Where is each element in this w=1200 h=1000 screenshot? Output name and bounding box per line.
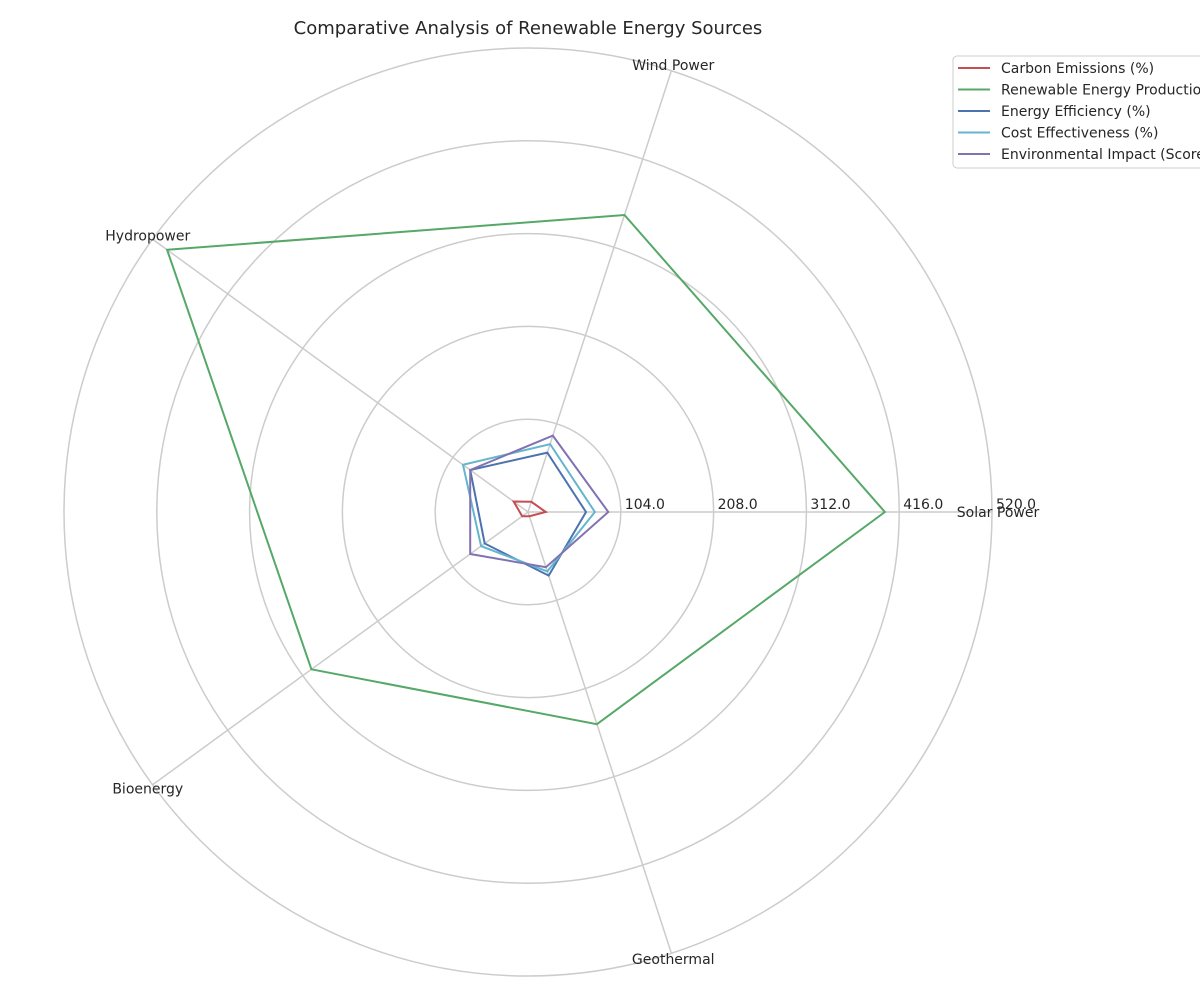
spoke-line bbox=[527, 511, 673, 954]
legend-entry: Renewable Energy Production (GWh) bbox=[1001, 83, 1200, 99]
legend-entry: Environmental Impact (Score) bbox=[1001, 147, 1200, 163]
spoke-line bbox=[152, 238, 529, 513]
radial-tick-labels: 104.0 208.0 312.0 416.0 520.0 bbox=[625, 497, 1036, 513]
chart-title: Comparative Analysis of Renewable Energy… bbox=[294, 18, 763, 39]
legend-entry: Carbon Emissions (%) bbox=[1001, 61, 1154, 77]
category-label: Solar Power bbox=[957, 505, 1040, 521]
category-label: Geothermal bbox=[632, 952, 715, 968]
legend: Carbon Emissions (%) Renewable Energy Pro… bbox=[952, 55, 1200, 169]
spoke-line bbox=[527, 70, 673, 513]
series-line bbox=[469, 451, 588, 577]
category-label: Wind Power bbox=[632, 58, 714, 74]
radial-tick-label: 312.0 bbox=[810, 497, 850, 513]
legend-box bbox=[952, 55, 1200, 169]
category-label: Bioenergy bbox=[112, 781, 183, 797]
legend-entry: Energy Efficiency (%) bbox=[1001, 104, 1151, 120]
category-label: Hydropower bbox=[105, 229, 190, 245]
category-labels: Solar Power Wind Power Hydropower Bioenergy… bbox=[105, 58, 1039, 968]
series-line bbox=[165, 213, 887, 726]
series-line bbox=[511, 500, 549, 518]
series-line bbox=[461, 442, 597, 573]
spoke-line bbox=[152, 511, 529, 786]
radial-tick-label: 416.0 bbox=[903, 497, 943, 513]
legend-entry: Cost Effectiveness (%) bbox=[1001, 126, 1158, 142]
radial-tick-label: 520.0 bbox=[996, 497, 1036, 513]
radial-tick-label: 208.0 bbox=[718, 497, 758, 513]
series-lines bbox=[165, 213, 887, 726]
series-line bbox=[469, 434, 610, 569]
radar-spokes bbox=[152, 70, 992, 954]
radial-tick-label: 104.0 bbox=[625, 497, 665, 513]
